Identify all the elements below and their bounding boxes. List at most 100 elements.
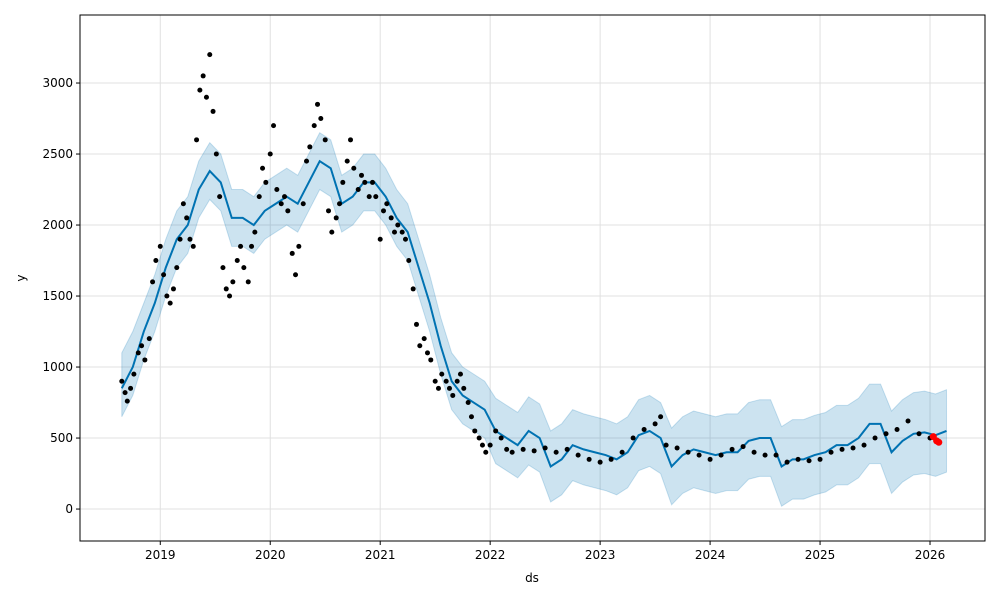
observed-point (674, 445, 680, 451)
observed-point (245, 279, 251, 285)
observed-point (333, 215, 339, 221)
observed-point (658, 414, 664, 420)
y-tick-label: 1500 (42, 289, 73, 303)
forecast-line (120, 159, 947, 469)
observed-point (241, 265, 247, 271)
observed-point (795, 456, 801, 462)
observed-point (300, 201, 306, 207)
observed-point (384, 201, 390, 207)
x-tick-label: 2024 (695, 548, 726, 562)
observed-point (174, 265, 180, 271)
observed-point (542, 445, 548, 451)
observed-point (238, 243, 244, 249)
observed-point (344, 158, 350, 164)
observed-point (359, 172, 365, 178)
observed-point (220, 265, 226, 271)
observed-point (315, 101, 321, 107)
observed-point (685, 449, 691, 455)
observed-point (564, 446, 570, 452)
observed-point (190, 243, 196, 249)
observed-point (164, 293, 170, 299)
observed-point (520, 446, 526, 452)
observed-point (370, 179, 376, 185)
observed-point (122, 390, 128, 396)
observed-point (285, 208, 291, 214)
observed-point (203, 94, 209, 100)
observed-point (435, 385, 441, 391)
observed-point (124, 398, 130, 404)
y-tick-label: 2500 (42, 147, 73, 161)
observed-point (161, 272, 167, 278)
observed-point (322, 137, 328, 143)
observed-point (487, 442, 493, 448)
x-tick-label: 2022 (475, 548, 506, 562)
observed-point (663, 442, 669, 448)
observed-point (417, 343, 423, 349)
observed-point (446, 385, 452, 391)
observed-point (289, 250, 295, 256)
observed-point (207, 52, 213, 58)
observed-point (428, 357, 434, 363)
observed-point (850, 445, 856, 451)
observed-point (249, 243, 255, 249)
observed-point (263, 179, 269, 185)
observed-point (531, 448, 537, 454)
observed-point (157, 243, 163, 249)
observed-point (373, 194, 379, 200)
observed-point (443, 378, 449, 384)
observed-point (410, 286, 416, 292)
observed-point (304, 158, 310, 164)
observed-point (872, 435, 878, 441)
observed-point (493, 428, 499, 434)
observed-point (905, 418, 911, 424)
observed-point (575, 452, 581, 458)
observed-point (894, 427, 900, 433)
observed-point (256, 194, 262, 200)
observed-point (641, 427, 647, 433)
x-tick-label: 2020 (255, 548, 286, 562)
observed-point (210, 108, 216, 114)
observed-point (476, 435, 482, 441)
x-axis-label: ds (525, 571, 539, 585)
observed-point (597, 459, 603, 465)
observed-point (318, 116, 324, 122)
x-tick-label: 2019 (145, 548, 176, 562)
observed-point (274, 187, 280, 193)
observed-point (167, 300, 173, 306)
observed-point (278, 201, 284, 207)
observed-point (119, 378, 125, 384)
observed-point (707, 456, 713, 462)
observed-point (355, 187, 361, 193)
observed-point (483, 449, 489, 455)
observed-point (465, 400, 471, 406)
observed-point (187, 236, 193, 242)
observed-point (424, 350, 430, 356)
y-tick-label: 1000 (42, 360, 73, 374)
observed-point (271, 123, 277, 129)
observed-point (135, 350, 141, 356)
observed-point (329, 229, 335, 235)
observed-point (217, 194, 223, 200)
observed-point (377, 236, 383, 242)
observed-point (762, 452, 768, 458)
observed-point (839, 446, 845, 452)
observed-point (227, 293, 233, 299)
observed-point (252, 229, 258, 235)
x-tick-label: 2023 (585, 548, 616, 562)
y-tick-label: 0 (65, 502, 73, 516)
observed-point (340, 179, 346, 185)
observed-point (348, 137, 354, 143)
observed-point (388, 215, 394, 221)
observed-point (619, 449, 625, 455)
observed-point (751, 449, 757, 455)
observed-point (200, 73, 206, 79)
observed-point (861, 442, 867, 448)
observed-point (142, 357, 148, 363)
x-tick-label: 2026 (915, 548, 946, 562)
observed-point (630, 435, 636, 441)
x-tick-label: 2025 (805, 548, 836, 562)
observed-point (608, 456, 614, 462)
observed-point (230, 279, 236, 285)
observed-point (406, 258, 412, 264)
